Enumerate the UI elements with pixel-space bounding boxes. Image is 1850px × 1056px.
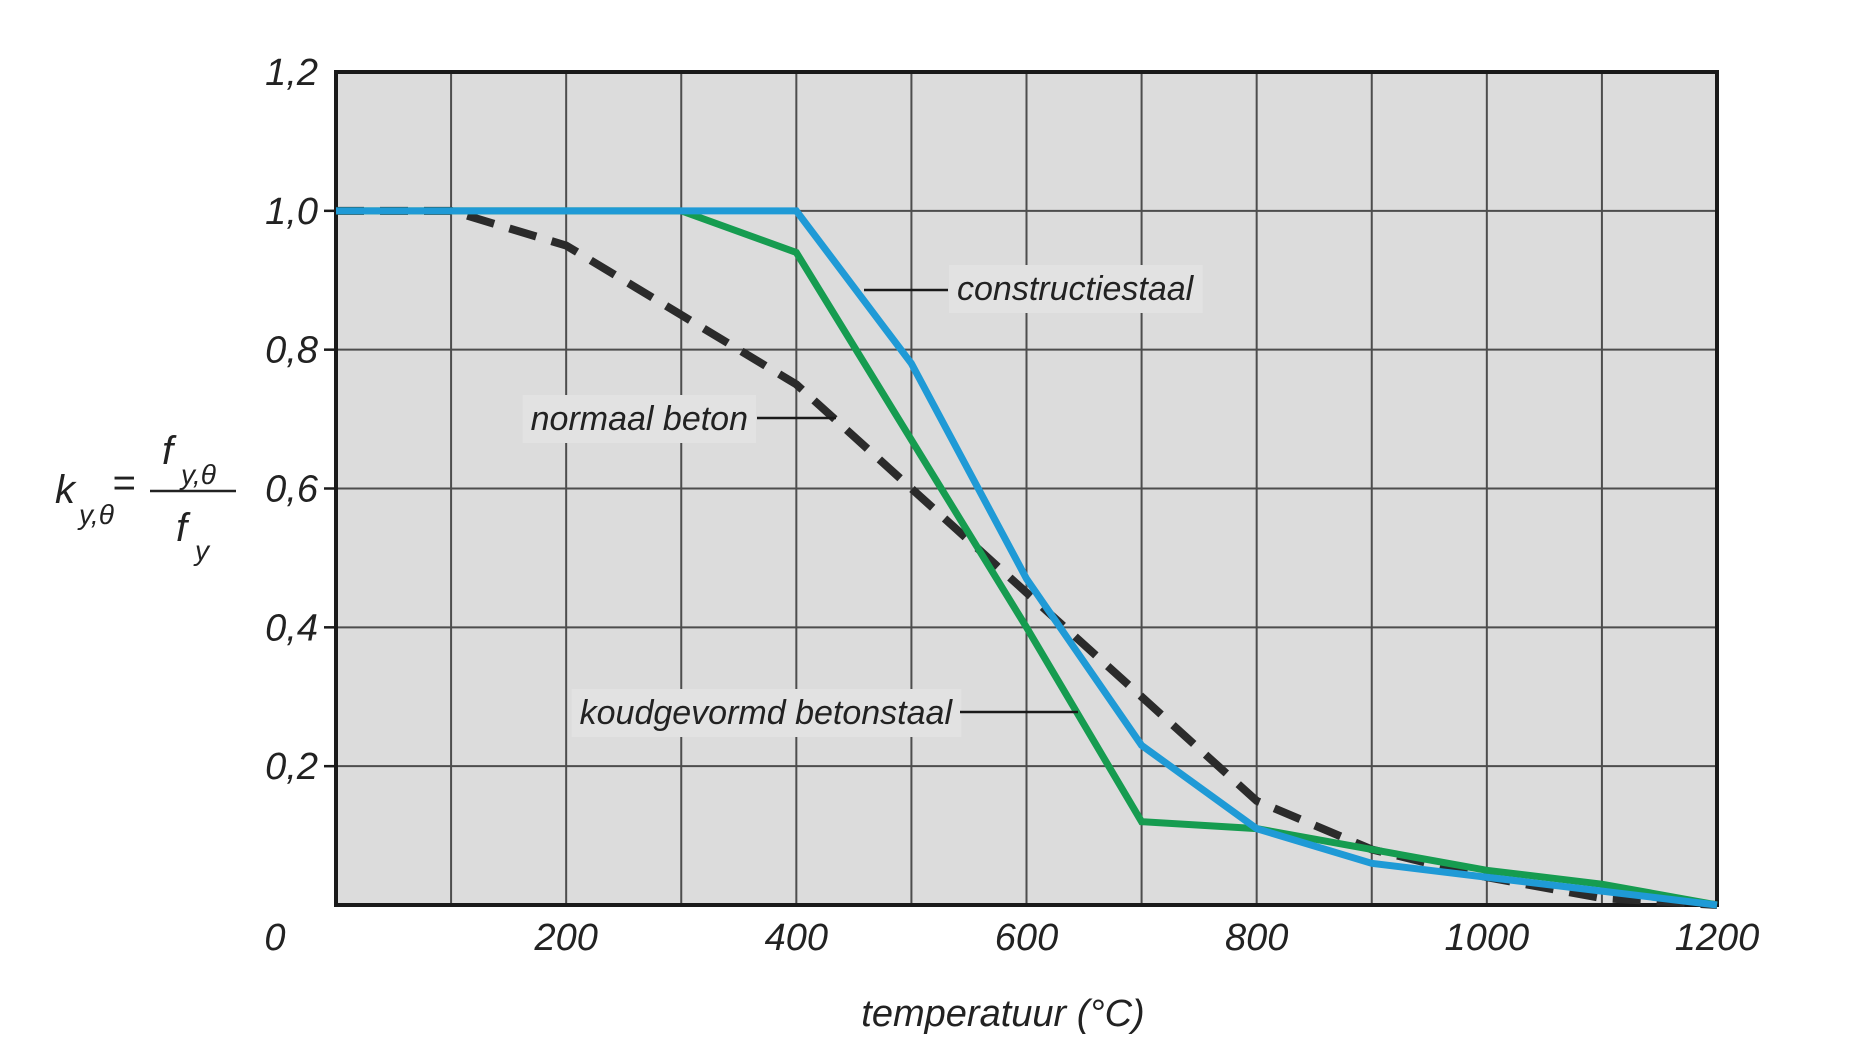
y-tick-label-0-2: 0,2 xyxy=(265,746,318,788)
plot-frame xyxy=(334,70,1719,907)
formula-den-f: f xyxy=(176,506,191,550)
x-axis-title: temperatuur (°C) xyxy=(861,993,1144,1035)
y-tick-label-1-0: 1,0 xyxy=(265,191,318,233)
x-tick-label-800: 800 xyxy=(1225,917,1288,959)
curve-constructiestaal xyxy=(336,207,1718,909)
series-label-normaal-beton: normaal beton xyxy=(531,400,748,438)
formula-k-sub: y,θ xyxy=(77,499,114,530)
curves xyxy=(336,206,1718,909)
formula-k: k xyxy=(55,468,77,512)
label-halo xyxy=(571,689,962,737)
x-tick-label-600: 600 xyxy=(995,917,1058,959)
y-tick-label-0-8: 0,8 xyxy=(265,330,318,372)
x-tick-label-400: 400 xyxy=(765,917,828,959)
x-tick-label-0: 0 xyxy=(264,917,285,959)
series-label-koudgevormd-betonstaal: koudgevormd betonstaal xyxy=(580,694,954,732)
y-axis-formula: k y,θ = f y,θ f y xyxy=(55,429,236,566)
formula-num-f: f xyxy=(162,429,177,473)
axis-tick-labels: 0 200 400 600 800 1000 1200 1,2 1,0 0,8 0,6 0,4 0,2 xyxy=(264,52,1759,959)
y-tick-label-0-4: 0,4 xyxy=(265,607,318,649)
x-tick-label-1200: 1200 xyxy=(1675,917,1760,959)
label-halo xyxy=(949,265,1203,313)
curve-annotations: normaal beton koudgevormd betonstaal const… xyxy=(522,265,1203,737)
x-tick-label-200: 200 xyxy=(533,917,597,959)
formula-num-sub: y,θ xyxy=(179,459,216,490)
series-label-constructiestaal: constructiestaal xyxy=(957,270,1195,308)
y-tick-label-0-6: 0,6 xyxy=(265,469,319,511)
x-tick-label-1000: 1000 xyxy=(1445,917,1530,959)
formula-equals: = xyxy=(112,461,135,505)
label-halo xyxy=(522,395,756,443)
y-tick-label-1-2: 1,2 xyxy=(265,52,318,94)
formula-den-sub: y xyxy=(193,535,211,566)
